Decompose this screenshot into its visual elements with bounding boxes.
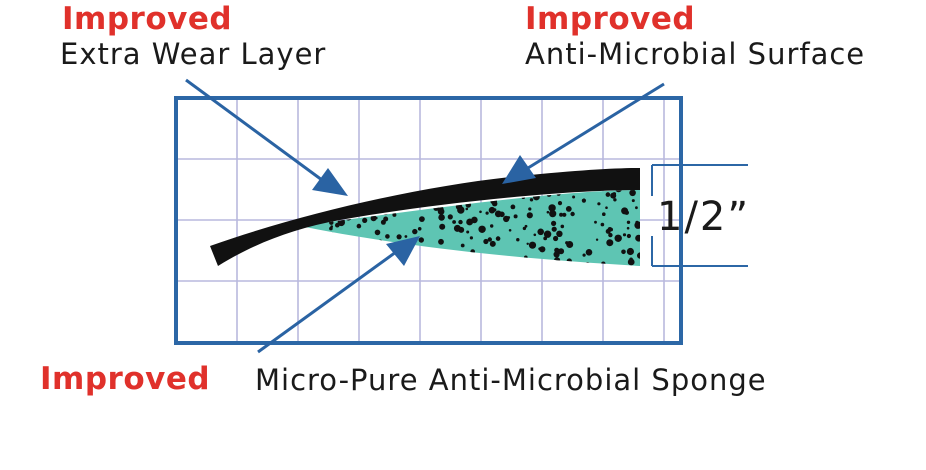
sponge-label: Micro-Pure Anti-Microbial Sponge xyxy=(255,363,767,397)
surface-tag: Improved xyxy=(525,1,696,37)
thickness-label: 1/2” xyxy=(657,194,751,240)
wear-layer xyxy=(210,168,640,266)
dimension-marker xyxy=(651,164,748,267)
arrow-wear-layer xyxy=(185,78,348,196)
surface-label: Anti-Microbial Surface xyxy=(525,37,866,71)
sponge-tag: Improved xyxy=(40,361,211,397)
wear-layer-label: Extra Wear Layer xyxy=(60,37,327,71)
wear-layer-tag: Improved xyxy=(62,1,233,37)
arrow-sponge xyxy=(257,236,420,354)
arrow-surface xyxy=(502,82,665,184)
